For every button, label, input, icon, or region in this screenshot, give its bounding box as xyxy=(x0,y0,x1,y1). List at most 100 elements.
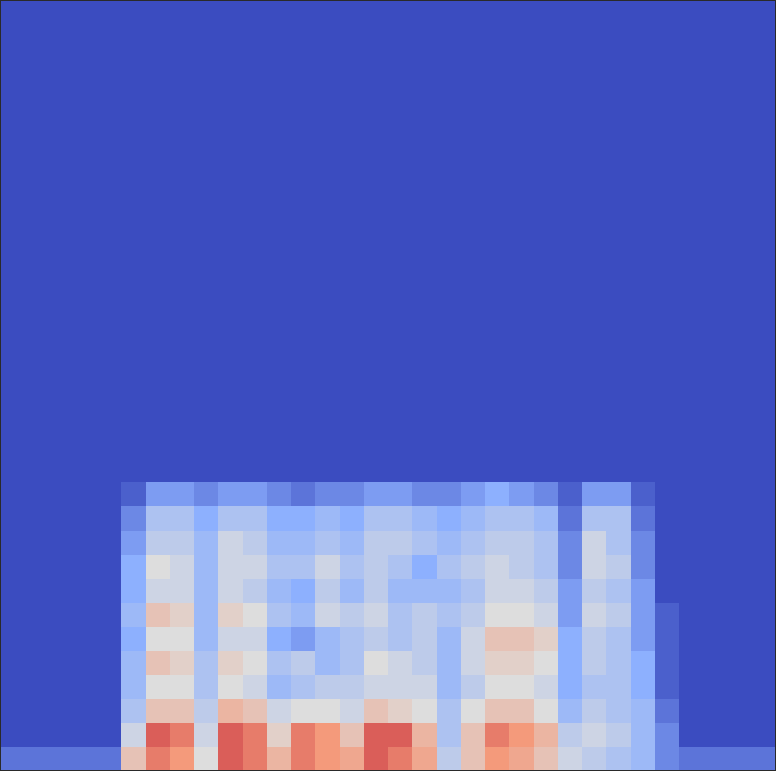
heatmap-cell xyxy=(0,747,25,771)
heatmap-cell xyxy=(509,602,534,627)
heatmap-cell xyxy=(340,265,365,290)
heatmap-cell xyxy=(315,241,340,266)
heatmap-cell xyxy=(582,120,607,145)
heatmap-cell xyxy=(73,96,98,121)
heatmap-cell xyxy=(146,506,171,531)
heatmap-cell xyxy=(73,313,98,338)
heatmap-cell xyxy=(24,24,49,49)
heatmap-cell xyxy=(509,410,534,435)
heatmap-cell xyxy=(49,530,74,555)
heatmap-cell xyxy=(679,169,704,194)
heatmap-cell xyxy=(437,458,462,483)
heatmap-cell xyxy=(679,530,704,555)
heatmap-cell xyxy=(388,554,413,579)
heatmap-cell xyxy=(243,410,268,435)
heatmap-cell xyxy=(243,24,268,49)
heatmap-cell xyxy=(631,626,656,651)
heatmap-cell xyxy=(364,410,389,435)
heatmap-cell xyxy=(631,265,656,290)
heatmap-cell xyxy=(582,699,607,724)
heatmap-cell xyxy=(534,0,559,25)
heatmap-cell xyxy=(146,651,171,676)
heatmap-cell xyxy=(291,506,316,531)
heatmap-cell xyxy=(388,265,413,290)
heatmap-cell xyxy=(170,578,195,603)
heatmap-cell xyxy=(97,458,122,483)
heatmap-cell xyxy=(291,530,316,555)
heatmap-cell xyxy=(582,24,607,49)
heatmap-cell xyxy=(509,386,534,411)
heatmap-cell xyxy=(752,554,776,579)
heatmap-cell xyxy=(315,24,340,49)
heatmap-cell xyxy=(0,169,25,194)
heatmap-cell xyxy=(412,337,437,362)
heatmap-cell xyxy=(49,120,74,145)
heatmap-cell xyxy=(752,145,776,170)
heatmap-cell xyxy=(340,120,365,145)
heatmap-cell xyxy=(0,96,25,121)
heatmap-cell xyxy=(218,0,243,25)
heatmap-cell xyxy=(267,361,292,386)
heatmap-cell xyxy=(243,626,268,651)
heatmap-cell xyxy=(655,120,680,145)
heatmap-cell xyxy=(315,313,340,338)
heatmap-cell xyxy=(485,747,510,771)
heatmap-cell xyxy=(461,96,486,121)
heatmap-cell xyxy=(461,602,486,627)
heatmap-cell xyxy=(364,530,389,555)
heatmap-cell xyxy=(388,699,413,724)
heatmap-cell xyxy=(194,530,219,555)
heatmap-cell xyxy=(170,361,195,386)
heatmap-cell xyxy=(437,506,462,531)
heatmap-cell xyxy=(146,723,171,748)
heatmap-cell xyxy=(121,554,146,579)
heatmap-cell xyxy=(631,723,656,748)
heatmap-cell xyxy=(194,0,219,25)
heatmap-cell xyxy=(340,386,365,411)
heatmap-cell xyxy=(631,602,656,627)
heatmap-cell xyxy=(558,313,583,338)
heatmap-cell xyxy=(340,313,365,338)
heatmap-cell xyxy=(437,747,462,771)
heatmap-cell xyxy=(631,145,656,170)
heatmap-cell xyxy=(582,651,607,676)
heatmap-cell xyxy=(267,313,292,338)
heatmap-cell xyxy=(461,651,486,676)
heatmap-cell xyxy=(291,578,316,603)
heatmap-cell xyxy=(558,675,583,700)
heatmap-cell xyxy=(606,554,631,579)
heatmap-cell xyxy=(243,602,268,627)
heatmap-cell xyxy=(679,410,704,435)
heatmap-cell xyxy=(461,747,486,771)
heatmap-cell xyxy=(267,602,292,627)
heatmap-cell xyxy=(412,193,437,218)
heatmap-cell xyxy=(558,410,583,435)
heatmap-cell xyxy=(194,169,219,194)
heatmap-cell xyxy=(752,48,776,73)
heatmap-cell xyxy=(315,193,340,218)
heatmap-cell xyxy=(534,554,559,579)
heatmap-cell xyxy=(679,96,704,121)
heatmap-cell xyxy=(121,747,146,771)
heatmap-cell xyxy=(631,530,656,555)
heatmap-cell xyxy=(631,96,656,121)
heatmap-cell xyxy=(49,651,74,676)
heatmap-cell xyxy=(437,313,462,338)
heatmap-cell xyxy=(752,699,776,724)
heatmap-cell xyxy=(0,24,25,49)
heatmap-cell xyxy=(243,578,268,603)
heatmap-cell xyxy=(73,626,98,651)
heatmap-cell xyxy=(388,626,413,651)
heatmap-cell xyxy=(631,0,656,25)
heatmap-cell xyxy=(728,241,753,266)
heatmap-cell xyxy=(170,530,195,555)
heatmap-cell xyxy=(73,723,98,748)
heatmap-cell xyxy=(606,482,631,507)
heatmap-cell xyxy=(728,506,753,531)
heatmap-cell xyxy=(485,458,510,483)
heatmap-cell xyxy=(291,169,316,194)
heatmap-cell xyxy=(679,48,704,73)
heatmap-cell xyxy=(218,120,243,145)
heatmap-cell xyxy=(97,313,122,338)
heatmap-cell xyxy=(315,626,340,651)
